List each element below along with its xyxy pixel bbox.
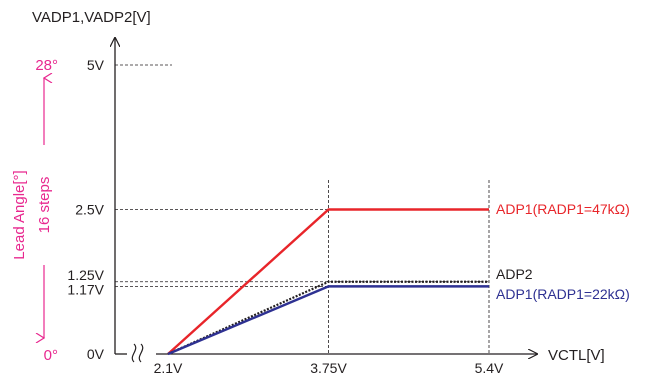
x-tick-label: 3.75V bbox=[310, 360, 347, 376]
axis-break-icon bbox=[131, 343, 144, 363]
x-axis-label: VCTL[V] bbox=[548, 347, 605, 364]
y-tick-label: 0V bbox=[87, 346, 105, 362]
lead-angle-top-label: 28° bbox=[35, 57, 58, 74]
y-axis-label: VADP1,VADP2[V] bbox=[32, 9, 151, 26]
y-tick-label: 2.5V bbox=[75, 202, 104, 218]
y-tick-label: 5V bbox=[87, 57, 105, 73]
x-tick-label: 5.4V bbox=[475, 360, 504, 376]
lead-angle-axis-label: Lead Angle[°] bbox=[11, 170, 28, 259]
x-ticks: 2.1V 3.75V 5.4V bbox=[154, 360, 504, 376]
series-lines bbox=[167, 208, 489, 356]
series-line bbox=[167, 280, 489, 356]
series-label: ADP1(RADP1=22kΩ) bbox=[496, 286, 630, 302]
x-tick-label: 2.1V bbox=[154, 360, 183, 376]
series-line bbox=[167, 208, 489, 355]
lead-angle-bottom-label: 0° bbox=[44, 347, 58, 364]
series-line bbox=[167, 285, 489, 356]
lead-angle-span-label: 16 steps bbox=[36, 177, 53, 234]
series-label: ADP2 bbox=[496, 266, 533, 282]
series-labels: ADP1(RADP1=47kΩ) ADP2 ADP1(RADP1=22kΩ) bbox=[496, 201, 630, 302]
y-tick-label: 1.17V bbox=[67, 281, 104, 297]
series-label: ADP1(RADP1=47kΩ) bbox=[496, 201, 630, 217]
lead-angle-axis: 28° 0° 16 steps Lead Angle[°] bbox=[11, 57, 58, 364]
y-tick-label: 1.25V bbox=[67, 267, 104, 283]
